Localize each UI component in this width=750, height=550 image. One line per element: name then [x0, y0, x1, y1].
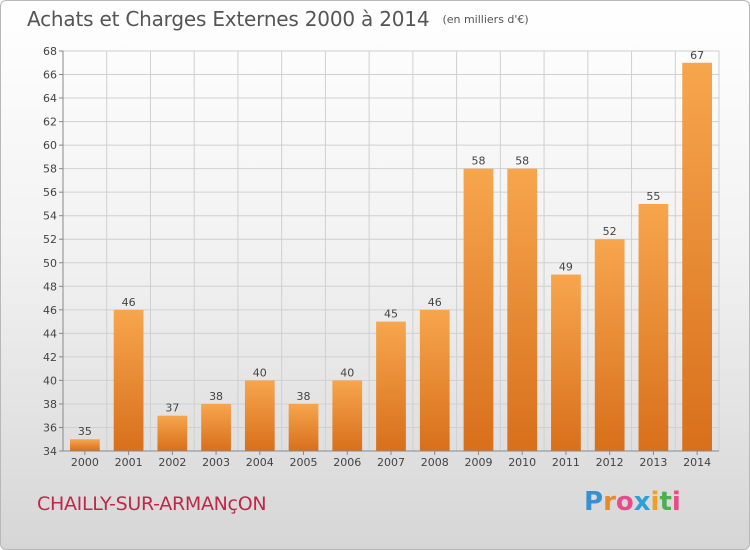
data-label-2009: 58	[471, 155, 485, 168]
bar-2003	[201, 403, 231, 451]
y-tick-label: 68	[43, 45, 57, 58]
bar-2006	[332, 380, 363, 451]
y-tick-label: 54	[43, 210, 57, 223]
data-label-2004: 40	[253, 366, 267, 379]
x-tick-label-2014: 2014	[683, 456, 711, 469]
y-tick-label: 66	[43, 69, 57, 82]
y-tick-label: 46	[43, 304, 57, 317]
x-tick-label-2003: 2003	[202, 456, 230, 469]
brand-letter: x	[633, 487, 651, 517]
proxiti-logo: Proxiti	[584, 487, 681, 517]
bar-2009	[463, 168, 494, 451]
data-label-2011: 49	[559, 261, 573, 274]
bar-2001	[113, 309, 144, 451]
x-tick-label-2012: 2012	[596, 456, 624, 469]
data-label-2007: 45	[384, 308, 398, 321]
y-tick-label: 50	[43, 257, 57, 270]
y-tick-label: 56	[43, 186, 57, 199]
data-label-2013: 55	[646, 190, 660, 203]
data-label-2014: 67	[690, 49, 704, 62]
bar-2012	[594, 239, 625, 451]
y-tick-label: 38	[43, 398, 57, 411]
data-label-2000: 35	[78, 425, 92, 438]
brand-letter: i	[650, 487, 660, 517]
data-label-2006: 40	[340, 366, 354, 379]
y-tick-label: 42	[43, 351, 57, 364]
bar-2007	[376, 321, 406, 451]
title-row: Achats et Charges Externes 2000 à 2014 (…	[27, 7, 529, 31]
data-label-2010: 58	[515, 155, 529, 168]
data-label-2003: 38	[209, 390, 223, 403]
bar-2008	[419, 309, 450, 451]
x-tick-label-2013: 2013	[639, 456, 667, 469]
y-tick-label: 44	[43, 327, 57, 340]
x-tick-label-2006: 2006	[333, 456, 361, 469]
y-tick-label: 62	[43, 116, 57, 129]
y-tick-label: 40	[43, 374, 57, 387]
y-tick-label: 64	[43, 92, 57, 105]
bar-2005	[288, 403, 319, 451]
brand-letter: t	[659, 487, 672, 517]
x-tick-label-2007: 2007	[377, 456, 405, 469]
bar-2014	[682, 62, 713, 451]
x-tick-label-2002: 2002	[158, 456, 186, 469]
data-label-2001: 46	[122, 296, 136, 309]
x-tick-label-2010: 2010	[508, 456, 536, 469]
bar-2002	[157, 415, 188, 451]
y-tick-label: 58	[43, 163, 57, 176]
brand-letter: o	[615, 487, 634, 517]
chart-title: Achats et Charges Externes 2000 à 2014	[27, 7, 430, 31]
bar-2011	[551, 274, 581, 451]
bar-2004	[244, 380, 275, 451]
bar-2000	[69, 439, 100, 451]
x-tick-label-2004: 2004	[246, 456, 274, 469]
axis-layer: 34 36 38 40 42 44 46 48 50 52 54 56 58 60 62 64 66 68 2000…	[43, 45, 719, 469]
x-tick-label-2005: 2005	[290, 456, 318, 469]
y-tick-label: 34	[43, 445, 57, 458]
data-label-2008: 46	[428, 296, 442, 309]
x-tick-label-2011: 2011	[552, 456, 580, 469]
y-tick-label: 48	[43, 280, 57, 293]
data-label-2012: 52	[603, 225, 617, 238]
y-tick-label: 60	[43, 139, 57, 152]
data-label-2002: 37	[165, 402, 179, 415]
chart-unit-note: (en milliers d'€)	[442, 13, 529, 26]
y-tick-label: 52	[43, 233, 57, 246]
brand-letter: P	[584, 487, 604, 517]
label-layer: 35 46 37 38 40 38 40 45 46 58 58 49 52 55 67	[78, 49, 704, 438]
data-label-2005: 38	[297, 390, 311, 403]
bar-2010	[507, 168, 538, 451]
x-tick-label-2008: 2008	[421, 456, 449, 469]
brand-letter: i	[671, 487, 681, 517]
commune-name: CHAILLY-SUR-ARMANçON	[37, 493, 267, 515]
x-tick-label-2009: 2009	[464, 456, 492, 469]
brand-letter: r	[603, 487, 616, 517]
bar-layer	[69, 62, 713, 451]
x-tick-label-2001: 2001	[115, 456, 143, 469]
x-tick-label-2000: 2000	[71, 456, 99, 469]
bar-2013	[638, 203, 669, 451]
y-tick-label: 36	[43, 421, 57, 434]
